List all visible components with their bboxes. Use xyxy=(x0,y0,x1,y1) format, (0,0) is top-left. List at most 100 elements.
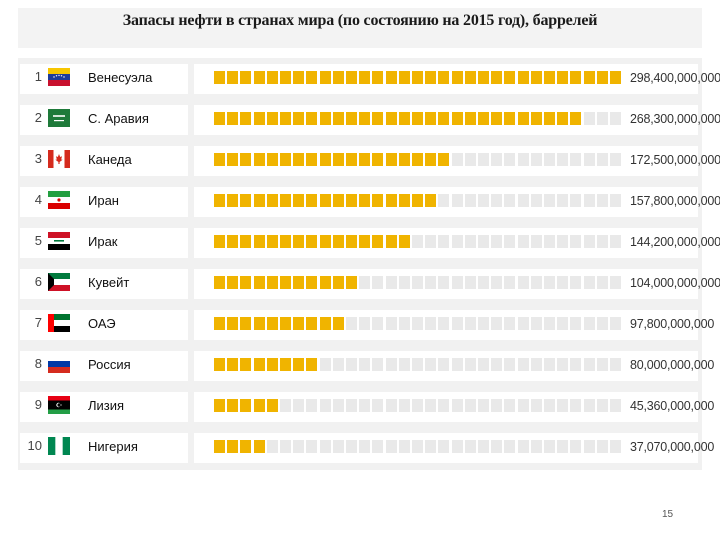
title-band xyxy=(18,8,702,48)
bar-segment-empty xyxy=(596,194,608,207)
bar-segment-empty xyxy=(583,194,595,207)
rank-number: 3 xyxy=(34,151,42,166)
bar-segment-empty xyxy=(464,317,476,330)
bar-segment-empty xyxy=(412,399,423,412)
bar-segment-filled xyxy=(306,194,318,207)
rank-number: 6 xyxy=(34,274,42,289)
table-row: 5 Ирак 144,200,000,000 xyxy=(18,226,720,260)
bar-segment-filled xyxy=(214,399,225,412)
bar-segment-filled xyxy=(412,71,423,84)
bar-segment-empty xyxy=(425,235,437,248)
bar-segment-empty xyxy=(451,317,463,330)
bar-segment-empty xyxy=(319,440,331,453)
bar-segment-filled xyxy=(293,235,305,248)
country-label: Кувейт xyxy=(88,275,130,290)
bar-segment-filled xyxy=(557,112,569,125)
bar-segment-empty xyxy=(544,440,555,453)
bar-segment-empty xyxy=(478,317,489,330)
bar-segment-empty xyxy=(530,235,542,248)
bar-segment-filled xyxy=(385,71,397,84)
bar-segment-filled xyxy=(385,194,397,207)
bar-segment-empty xyxy=(504,276,516,289)
bar-segment-empty xyxy=(438,276,450,289)
bar-segment-empty xyxy=(385,317,397,330)
bar-segment-empty xyxy=(504,194,516,207)
bar-segment-empty xyxy=(544,194,555,207)
rank-number: 10 xyxy=(27,438,42,453)
bar-segment-empty xyxy=(438,194,450,207)
bar-segment-filled xyxy=(504,71,516,84)
bar-segment-filled xyxy=(306,235,318,248)
bar-segment-empty xyxy=(359,276,371,289)
bar-segment-empty xyxy=(306,440,318,453)
bar-segment-empty xyxy=(478,440,489,453)
bar-segment-filled xyxy=(372,194,384,207)
bar-segment-filled xyxy=(227,153,239,166)
bar-segment-empty xyxy=(504,440,516,453)
country-label: Иран xyxy=(88,193,119,208)
bar-segment-empty xyxy=(557,194,569,207)
value-label: 298,400,000,000 xyxy=(630,71,720,85)
bar-segment-filled xyxy=(385,153,397,166)
bar-segment-filled xyxy=(253,399,265,412)
bar-segment-empty xyxy=(385,358,397,371)
bar-segment-filled xyxy=(372,235,384,248)
bar-segment-empty xyxy=(596,358,608,371)
bar-segment-filled xyxy=(319,71,331,84)
bar-segment-filled xyxy=(306,358,318,371)
bar-segment-filled xyxy=(253,440,265,453)
bar-segment-filled xyxy=(240,71,252,84)
bar-track xyxy=(214,358,624,372)
bar-segment-filled xyxy=(425,194,437,207)
table-row: 10 Нигерия 37,070,000,000 xyxy=(18,431,714,465)
rank-number: 9 xyxy=(34,397,42,412)
bar-segment-filled xyxy=(557,71,569,84)
bar-segment-empty xyxy=(596,317,608,330)
bar-segment-empty xyxy=(280,399,291,412)
bar-track xyxy=(214,276,624,290)
bar-segment-empty xyxy=(438,399,450,412)
bar-segment-filled xyxy=(491,71,503,84)
value-label: 97,800,000,000 xyxy=(630,317,715,331)
value-label: 172,500,000,000 xyxy=(630,153,720,167)
bar-segment-empty xyxy=(583,112,595,125)
bar-segment-empty xyxy=(583,235,595,248)
country-label: С. Аравия xyxy=(88,111,149,126)
bar-segment-filled xyxy=(214,71,225,84)
bar-segment-empty xyxy=(596,112,608,125)
bar-segment-empty xyxy=(398,317,410,330)
bar-segment-filled xyxy=(332,276,344,289)
bar-segment-empty xyxy=(451,440,463,453)
bar-segment-filled xyxy=(280,276,291,289)
bar-segment-empty xyxy=(346,317,357,330)
iran-flag xyxy=(48,191,70,209)
bar-segment-empty xyxy=(504,317,516,330)
bar-segment-filled xyxy=(214,153,225,166)
bar-segment-filled xyxy=(596,71,608,84)
table-row: 9 Лизия 45,360,000,000 xyxy=(18,390,714,424)
bar-segment-filled xyxy=(570,112,582,125)
bar-segment-empty xyxy=(346,358,357,371)
value-label: 37,070,000,000 xyxy=(630,440,715,454)
bar-segment-empty xyxy=(359,399,371,412)
bar-segment-filled xyxy=(332,235,344,248)
bar-segment-filled xyxy=(319,153,331,166)
bar-segment-filled xyxy=(214,112,225,125)
bar-segment-filled xyxy=(214,194,225,207)
bar-segment-filled xyxy=(478,71,489,84)
bar-segment-empty xyxy=(570,317,582,330)
bar-segment-filled xyxy=(253,235,265,248)
bar-segment-filled xyxy=(425,112,437,125)
value-label: 268,300,000,000 xyxy=(630,112,720,126)
bar-segment-empty xyxy=(451,194,463,207)
bar-segment-filled xyxy=(332,317,344,330)
bar-segment-filled xyxy=(610,71,621,84)
bar-segment-filled xyxy=(214,276,225,289)
bar-segment-empty xyxy=(372,317,384,330)
bar-segment-empty xyxy=(464,194,476,207)
bar-segment-empty xyxy=(491,317,503,330)
bar-segment-empty xyxy=(478,194,489,207)
bar-segment-empty xyxy=(332,399,344,412)
bar-segment-filled xyxy=(306,276,318,289)
bar-segment-empty xyxy=(570,399,582,412)
